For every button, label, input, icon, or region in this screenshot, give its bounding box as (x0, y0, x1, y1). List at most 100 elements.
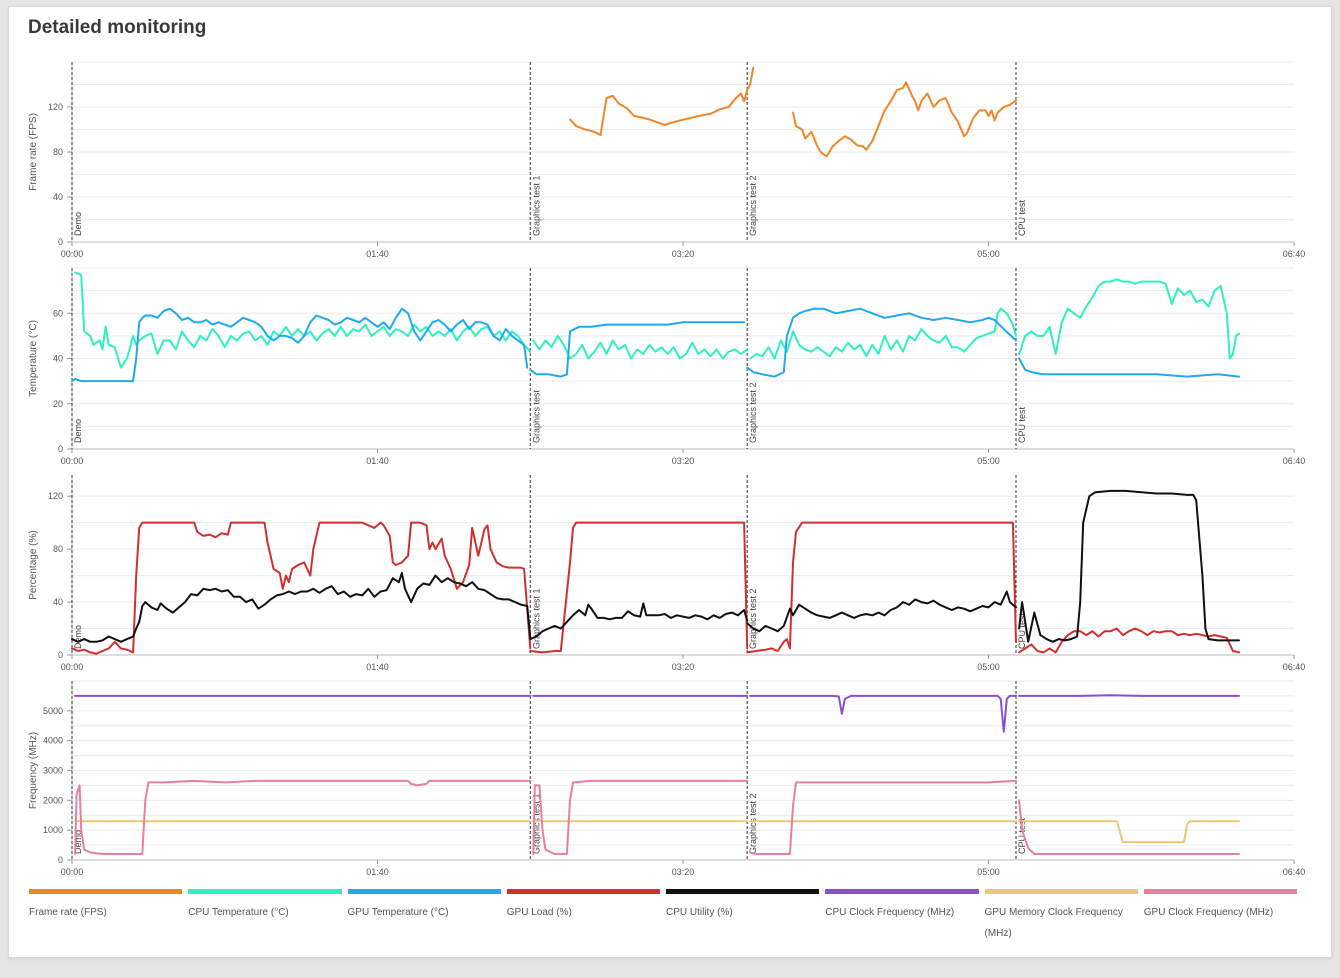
test-marker-label: Graphics test 1 (531, 588, 541, 649)
legend-item-cpu-utility[interactable]: CPU Utility (%) (666, 889, 820, 944)
series-line-cpu-temperature-c (532, 334, 749, 360)
page-title: Detailed monitoring (28, 17, 207, 38)
legend-swatch (188, 889, 342, 894)
series-line-cpu-utility (71, 571, 532, 643)
y-axis-label: Temperature (°C) (28, 320, 39, 397)
legend-item-frame-rate[interactable]: Frame rate (FPS) (29, 889, 183, 944)
legend-item-gpu-memory-clock[interactable]: GPU Memory Clock Frequency (MHz) (984, 889, 1138, 944)
y-axis-label: Frame rate (FPS) (28, 113, 39, 191)
test-marker-label: Graphics test 2 (748, 793, 758, 854)
legend-item-cpu-clock[interactable]: CPU Clock Frequency (MHz) (825, 889, 979, 944)
y-tick-label: 40 (53, 597, 63, 607)
y-tick-label: 80 (53, 544, 63, 554)
series-line-gpu-clock-frequency-mhz (74, 779, 532, 855)
x-tick-label: 06:40 (1283, 249, 1306, 259)
series-line-cpu-clock-frequency-mhz (1018, 694, 1240, 697)
test-marker-label: Graphics test 2 (748, 588, 758, 649)
legend-swatch (666, 889, 820, 894)
test-marker-label: CPU test (1017, 406, 1027, 443)
test-marker-label: Graphics test 1 (531, 175, 541, 236)
x-tick-label: 06:40 (1283, 456, 1306, 466)
series-line-gpu-memory-clock-frequency-mhz (1018, 820, 1240, 844)
x-tick-label: 06:40 (1283, 867, 1306, 877)
series-line-gpu-clock-frequency-mhz (749, 779, 1017, 855)
test-marker-label: CPU test (1017, 817, 1027, 854)
y-tick-label: 0 (58, 444, 63, 454)
series-line-gpu-clock-frequency-mhz (532, 779, 749, 855)
chart-panel-4: 0 1000 2000 3000 4000 5000 Frequency (MHz) 00:0… (28, 680, 1306, 877)
legend-label: Frame rate (FPS) (29, 907, 107, 918)
monitoring-card: Detailed monitoring (8, 6, 1332, 958)
x-tick-label: 03:20 (672, 249, 695, 259)
chart-panel-2: 0 20 40 60 Temperature (°C) 00:00 01:40 03:20 05… (28, 267, 1306, 466)
y-tick-label: 20 (53, 399, 63, 409)
legend-label: GPU Clock Frequency (MHz) (1143, 907, 1274, 918)
test-marker-label: CPU test (1017, 199, 1027, 236)
x-tick-label: 05:00 (977, 456, 1000, 466)
y-tick-label: 1000 (43, 825, 63, 835)
legend-item-gpu-temperature[interactable]: GPU Temperature (°C) (347, 889, 501, 944)
y-tick-label: 0 (58, 237, 63, 247)
x-tick-label: 01:40 (366, 867, 389, 877)
chart-panel-1: 0 40 80 120 Frame rate (FPS) 00:00 01:40 03:20 0… (28, 61, 1306, 259)
series-line-cpu-temperature-c (749, 307, 1017, 360)
series-line-gpu-temperature-c (529, 321, 746, 378)
test-marker-label: Demo (73, 830, 83, 854)
legend-swatch (347, 889, 501, 894)
y-tick-label: 5000 (43, 706, 63, 716)
y-tick-label: 120 (48, 491, 63, 501)
legend-label: CPU Clock Frequency (MHz) (825, 907, 955, 918)
x-tick-label: 01:40 (366, 662, 389, 672)
test-marker-label: Demo (73, 625, 83, 649)
y-tick-label: 3000 (43, 766, 63, 776)
series-line-frame-rate-fps (792, 81, 1017, 158)
y-tick-label: 4000 (43, 736, 63, 746)
series-line-cpu-clock-frequency-mhz (749, 694, 1017, 733)
y-axis-label: Percentage (%) (28, 530, 39, 599)
legend-label: GPU Temperature (°C) (347, 907, 449, 918)
x-tick-label: 01:40 (366, 249, 389, 259)
y-axis-label: Frequency (MHz) (28, 732, 39, 809)
test-marker-label: Graphics test 1 (531, 793, 541, 854)
legend-item-gpu-load[interactable]: GPU Load (%) (506, 889, 660, 944)
series-line-gpu-temperature-c (746, 307, 1017, 378)
test-marker-label: CPU test (1017, 612, 1027, 649)
y-tick-label: 80 (53, 147, 63, 157)
series-line-gpu-clock-frequency-mhz (1018, 799, 1240, 855)
legend-item-gpu-clock[interactable]: GPU Clock Frequency (MHz) (1143, 889, 1297, 944)
series-line-cpu-temperature-c (1018, 278, 1240, 360)
legend: Frame rate (FPS) CPU Temperature (°C) GP… (29, 889, 1297, 944)
x-tick-label: 03:20 (672, 456, 695, 466)
x-tick-label: 05:00 (977, 662, 1000, 672)
x-tick-label: 00:00 (61, 662, 84, 672)
legend-swatch (506, 889, 660, 894)
legend-swatch (1143, 889, 1297, 894)
series-line-gpu-load (529, 521, 749, 654)
legend-label: CPU Utility (%) (666, 907, 733, 918)
y-tick-label: 120 (48, 102, 63, 112)
series-line-gpu-load (71, 521, 532, 655)
y-tick-label: 60 (53, 308, 63, 318)
series-line-gpu-temperature-c (71, 307, 529, 383)
x-tick-label: 06:40 (1283, 662, 1306, 672)
legend-item-cpu-temperature[interactable]: CPU Temperature (°C) (188, 889, 342, 944)
series-line-cpu-utility (1018, 489, 1240, 643)
test-marker-label: Graphics test 2 (748, 382, 758, 443)
legend-label: CPU Temperature (°C) (188, 907, 289, 918)
y-tick-label: 2000 (43, 795, 63, 805)
chart-panel-3: 0 40 80 120 Percentage (%) 00:00 01:40 03:20 05:… (28, 475, 1305, 672)
series-line-cpu-utility (529, 602, 749, 641)
x-tick-label: 03:20 (672, 867, 695, 877)
x-tick-label: 03:20 (672, 662, 695, 672)
x-tick-label: 00:00 (61, 249, 84, 259)
x-tick-label: 00:00 (61, 456, 84, 466)
x-tick-label: 00:00 (61, 867, 84, 877)
legend-label: GPU Memory Clock Frequency (MHz) (984, 907, 1123, 939)
series-line-gpu-temperature-c (1018, 357, 1240, 378)
x-tick-label: 01:40 (366, 456, 389, 466)
y-tick-label: 40 (53, 354, 63, 364)
series-line-frame-rate-fps (569, 66, 755, 137)
test-marker-label: Demo (73, 212, 83, 236)
y-tick-label: 40 (53, 192, 63, 202)
